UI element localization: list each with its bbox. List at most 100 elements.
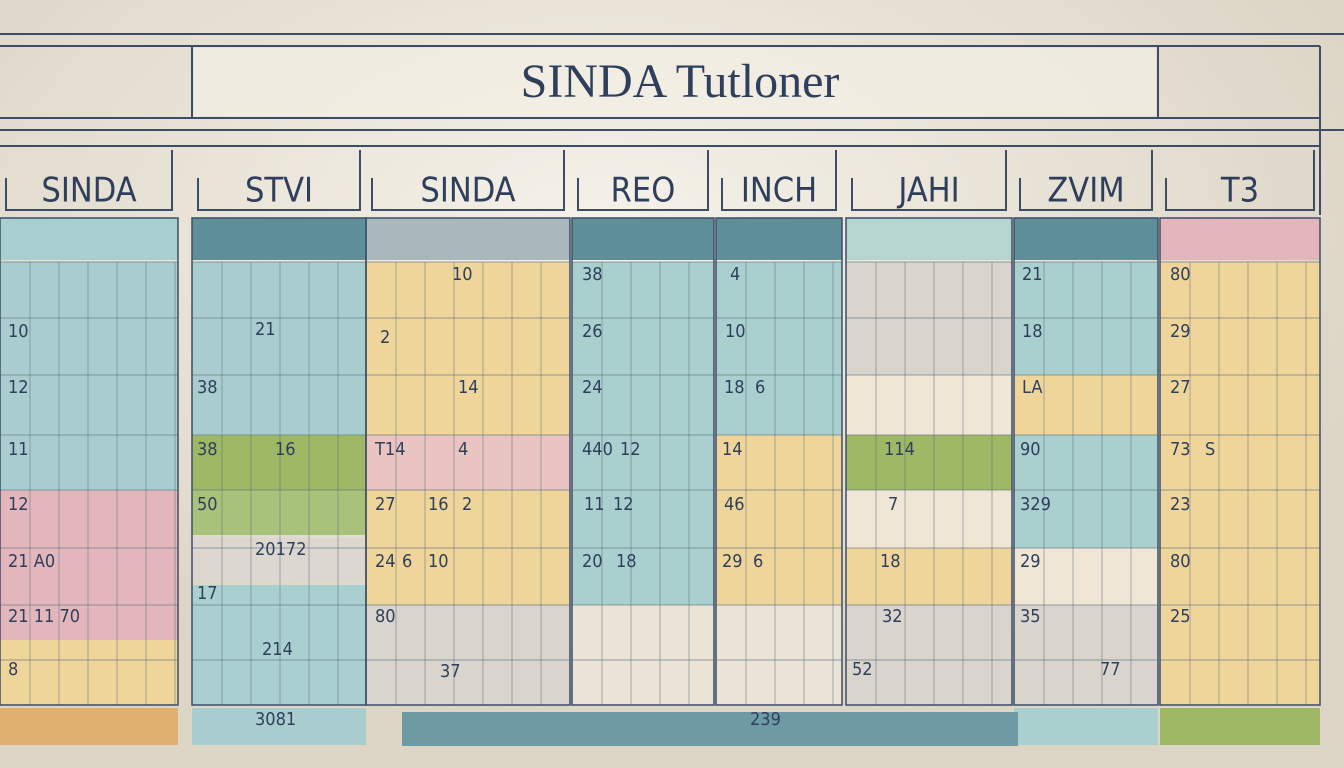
header-bracket	[1165, 150, 1315, 211]
column-frame	[571, 217, 715, 706]
cell-label: 10	[725, 321, 746, 342]
cell-label: 16	[428, 494, 449, 515]
cell-block	[1160, 708, 1320, 745]
cell-block	[192, 218, 366, 260]
cell-label: 90	[1020, 439, 1041, 460]
cell-block	[1014, 708, 1158, 745]
cell-label: 18	[616, 551, 637, 572]
cell-label: 80	[1170, 551, 1191, 572]
cell-label: 27	[1170, 377, 1191, 398]
cell-label: 2	[462, 494, 472, 515]
cell-label: 35	[1020, 606, 1041, 627]
header-bracket	[577, 150, 709, 211]
cell-label: 38	[197, 439, 218, 460]
cell-label: 24	[375, 551, 396, 572]
cell-label: 24	[582, 377, 603, 398]
column-frame	[365, 217, 571, 706]
cell-label: 7	[888, 494, 898, 515]
header-bracket	[851, 150, 1007, 211]
cell-block	[366, 218, 570, 260]
cell-block	[192, 708, 366, 745]
cell-label: 80	[375, 606, 396, 627]
cell-label: 16	[275, 439, 296, 460]
header-bracket	[5, 150, 173, 211]
cell-label: 3081	[255, 709, 296, 730]
cell-label: 29	[722, 551, 743, 572]
cell-label: 25	[1170, 606, 1191, 627]
cell-label: 21 11 70	[8, 606, 80, 627]
column-header: T3	[1220, 171, 1259, 211]
cell-label: 11	[584, 494, 605, 515]
cell-block	[366, 605, 570, 705]
cell-label: 50	[197, 494, 218, 515]
cell-label: T14	[374, 439, 406, 460]
cell-label: 32	[882, 606, 903, 627]
header-bracket	[721, 150, 837, 211]
column-frame	[1013, 217, 1159, 706]
column-header: REO	[611, 171, 676, 211]
column-frame	[1159, 217, 1321, 706]
cell-label: 18	[724, 377, 745, 398]
cell-block	[716, 262, 842, 435]
cell-block	[846, 548, 1012, 605]
cell-label: 4	[458, 439, 468, 460]
column-header: SINDA	[420, 171, 515, 211]
cell-label: 21	[1022, 264, 1043, 285]
cell-label: 12	[613, 494, 634, 515]
cell-block	[1160, 262, 1320, 705]
cell-label: 14	[722, 439, 743, 460]
cell-label: 29	[1020, 551, 1041, 572]
bottom-bar	[402, 712, 1018, 746]
header-bracket	[1019, 150, 1153, 211]
cell-block	[846, 490, 1012, 548]
cell-label: 10	[452, 264, 473, 285]
cell-label: 17	[197, 583, 218, 604]
cell-label: 38	[197, 377, 218, 398]
cell-label: 329	[1020, 494, 1051, 515]
cell-block	[192, 262, 366, 435]
column-header: JAHI	[896, 171, 959, 211]
cell-block	[0, 708, 178, 745]
cell-block	[572, 605, 714, 705]
cell-label: LA	[1022, 377, 1043, 398]
cell-block	[846, 218, 1012, 260]
cell-label: 18	[880, 551, 901, 572]
cell-label: 6	[753, 551, 763, 572]
cell-block	[192, 435, 366, 490]
frame	[0, 33, 1344, 215]
cell-label: 8	[8, 659, 18, 680]
cell-label: 29	[1170, 321, 1191, 342]
column-header: ZVIM	[1047, 171, 1124, 211]
cell-block	[1014, 548, 1158, 605]
title-box	[194, 48, 1156, 116]
column-frame	[715, 217, 843, 706]
header-bracket	[371, 150, 565, 211]
header-bracket	[197, 150, 361, 211]
cell-label: 10	[8, 321, 29, 342]
cell-label: 239	[750, 709, 781, 730]
cell-label: 38	[582, 264, 603, 285]
cell-label: 2	[380, 327, 390, 348]
cell-block	[366, 262, 570, 435]
cell-label: S	[1205, 439, 1215, 460]
cell-label: 10	[428, 551, 449, 572]
cell-block	[1014, 218, 1158, 260]
column-frame	[0, 217, 179, 706]
column-header: SINDA	[41, 171, 136, 211]
cell-label: 26	[582, 321, 603, 342]
cell-label: 14	[458, 377, 479, 398]
cell-label: 6	[755, 377, 765, 398]
cell-label: 73	[1170, 439, 1191, 460]
cell-label: 21 A0	[8, 551, 55, 572]
cell-label: 214	[262, 639, 293, 660]
cell-label: 80	[1170, 264, 1191, 285]
cell-block	[192, 538, 366, 582]
cell-label: 12	[8, 494, 29, 515]
cell-block	[192, 490, 366, 535]
cell-block	[846, 605, 1012, 705]
cell-block	[1014, 375, 1158, 435]
cell-label: 20172	[255, 539, 307, 560]
cell-label: 37	[440, 661, 461, 682]
cell-block	[846, 435, 1012, 490]
